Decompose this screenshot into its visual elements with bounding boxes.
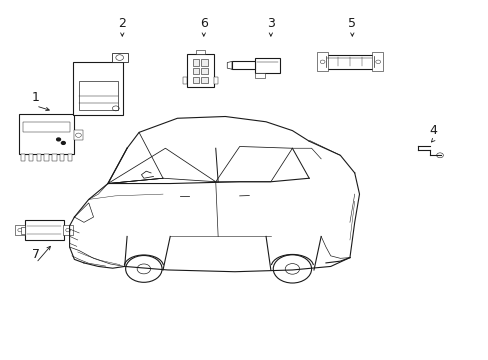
Bar: [192, 68, 199, 74]
Polygon shape: [108, 148, 215, 184]
Bar: [214, 77, 218, 84]
Bar: [20, 226, 24, 234]
Bar: [68, 154, 72, 161]
Bar: [371, 52, 382, 71]
Bar: [15, 225, 25, 235]
Bar: [201, 68, 208, 74]
Bar: [21, 154, 25, 161]
Bar: [201, 59, 208, 66]
Bar: [232, 62, 255, 69]
Bar: [79, 81, 118, 111]
Bar: [186, 54, 214, 87]
Text: 6: 6: [200, 17, 207, 30]
Bar: [195, 50, 205, 54]
Bar: [74, 130, 82, 140]
Text: 2: 2: [118, 17, 126, 30]
Text: 4: 4: [429, 124, 437, 137]
Bar: [19, 114, 74, 154]
Bar: [60, 154, 64, 161]
Polygon shape: [111, 53, 128, 62]
Text: 5: 5: [347, 17, 356, 30]
Bar: [192, 77, 199, 83]
Polygon shape: [215, 147, 292, 182]
Circle shape: [57, 138, 61, 141]
Text: 7: 7: [32, 248, 40, 261]
Bar: [52, 154, 57, 161]
Bar: [201, 77, 208, 83]
Bar: [192, 59, 199, 66]
Bar: [255, 73, 264, 78]
Bar: [73, 62, 123, 115]
Bar: [325, 55, 373, 68]
Text: 1: 1: [32, 91, 40, 104]
Bar: [255, 58, 280, 73]
Bar: [44, 154, 49, 161]
Bar: [29, 154, 33, 161]
Bar: [24, 220, 64, 240]
Bar: [37, 154, 41, 161]
Bar: [23, 122, 70, 132]
Circle shape: [61, 141, 65, 144]
Bar: [63, 225, 73, 235]
Bar: [183, 77, 186, 84]
Text: 3: 3: [266, 17, 274, 30]
Bar: [317, 52, 327, 71]
